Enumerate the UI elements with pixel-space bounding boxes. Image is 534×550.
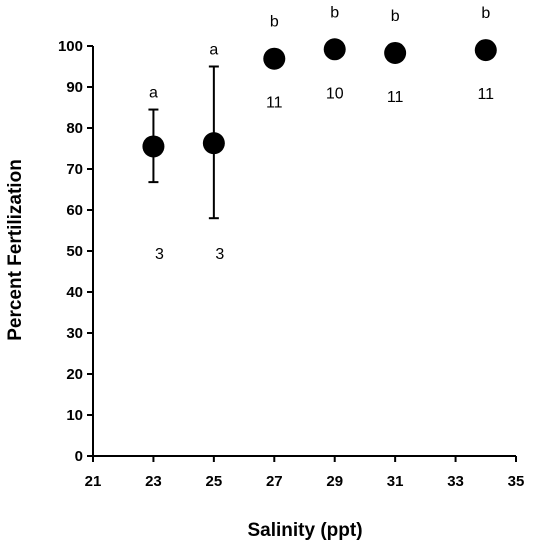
data-point [323, 38, 346, 61]
y-tick-label: 40 [66, 284, 83, 301]
sample-size-label: 3 [155, 246, 164, 263]
sample-size-label: 11 [266, 95, 283, 112]
y-tick-label: 100 [58, 38, 83, 55]
sample-size-label: 3 [215, 246, 224, 263]
y-tick-label: 50 [66, 243, 83, 260]
y-tick-label: 0 [75, 448, 83, 465]
x-tick-label: 23 [145, 473, 162, 490]
x-tick-label: 33 [447, 473, 464, 490]
y-tick-label: 80 [66, 120, 83, 137]
x-axis-title: Salinity (ppt) [247, 520, 362, 541]
x-tick-label: 29 [326, 473, 343, 490]
y-tick-label: 30 [66, 325, 83, 342]
y-tick-label: 70 [66, 161, 83, 178]
data-point [263, 47, 286, 70]
x-tick-label: 25 [206, 473, 223, 490]
y-axis-title: Percent Fertilization [5, 159, 26, 341]
y-tick-label: 10 [66, 407, 83, 424]
group-letter-label: a [149, 85, 158, 102]
group-letter-label: b [481, 5, 490, 22]
group-letter-label: b [270, 14, 279, 31]
group-letter-label: b [391, 8, 400, 25]
data-point [142, 135, 165, 158]
group-letter-label: a [209, 42, 218, 59]
x-tick-label: 21 [85, 473, 102, 490]
data-point [474, 39, 497, 62]
marks: a 3 a 3 b 11 b 10 b 11 b 11 [142, 4, 497, 263]
y-tick-label: 60 [66, 202, 83, 219]
x-tick-label: 35 [508, 473, 525, 490]
x-tick-label: 31 [387, 473, 404, 490]
group-letter-label: b [330, 4, 339, 21]
sample-size-label: 11 [387, 89, 404, 106]
data-point [384, 41, 407, 64]
y-tick-label: 20 [66, 366, 83, 383]
x-tick-label: 27 [266, 473, 283, 490]
sample-size-label: 10 [326, 85, 344, 102]
data-point [202, 132, 225, 155]
sample-size-label: 11 [477, 86, 494, 103]
y-tick-label: 90 [66, 79, 83, 96]
